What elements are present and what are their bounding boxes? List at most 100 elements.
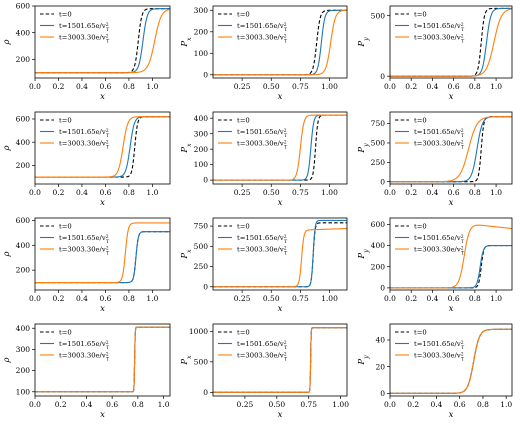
legend: t=0 t=1501.65e/v2 Tt=3003.30e/v2 T	[395, 223, 464, 257]
legend-label-3: t=3003.30e/v2 T	[237, 33, 287, 45]
y-tick-label: 400	[194, 114, 209, 123]
x-tick-label: 0.25	[234, 188, 251, 197]
x-tick-label: 0.50	[263, 188, 280, 197]
x-tick-label: 1.0	[500, 400, 512, 409]
legend: t=0 t=1501.65e/v2 Tt=3003.30e/v2 T	[395, 11, 464, 45]
x-tick-label: 1.00	[321, 294, 338, 303]
y-axis-label: Px	[180, 143, 193, 154]
legend-label-2: t=1501.65e/v2 T	[414, 234, 464, 246]
series-line-3	[390, 8, 512, 77]
y-tick-label: 500	[371, 139, 386, 148]
x-tick-label: 0.6	[448, 294, 460, 303]
series-line-1	[35, 8, 170, 74]
legend-label-2: t=1501.65e/v2 T	[237, 234, 287, 246]
x-tick-label: 0.0	[29, 188, 41, 197]
legend-label-3: t=3003.30e/v2 T	[414, 351, 464, 363]
x-tick-label: 0.0	[29, 294, 41, 303]
x-tick-label: 0.0	[384, 400, 396, 409]
y-tick-label: 20	[375, 362, 385, 371]
legend-label-3: t=3003.30e/v2 T	[237, 245, 287, 257]
legend: t=0 t=1501.65e/v2 Tt=3003.30e/v2 T	[395, 329, 464, 363]
y-axis-label: Py	[357, 37, 370, 48]
x-tick-label: 1.0	[146, 188, 158, 197]
legend-label-1: t=0	[414, 11, 427, 19]
legend-label-1: t=0	[414, 223, 427, 231]
series-line-3	[35, 116, 170, 178]
axes-frame	[212, 5, 348, 79]
x-tick-label: 0.2	[53, 294, 65, 303]
legend-label-3: t=3003.30e/v2 T	[59, 139, 109, 151]
subplot-3-1: 0.0 0.2 0.4 0.6 0.8 1.0 200 400 600 x ρ t=0 t=1501.6…	[2, 216, 171, 314]
y-axis-label: Px	[180, 355, 193, 366]
series-line-1	[213, 327, 347, 393]
x-tick-label: 0.50	[263, 294, 280, 303]
y-tick-label: 0	[380, 283, 385, 292]
legend-label-2: t=1501.65e/v2 T	[237, 128, 287, 140]
y-tick-label: 250	[371, 158, 386, 167]
y-axis-label: ρ	[2, 358, 12, 364]
series-line-1	[213, 114, 347, 181]
legend-label-3: t=3003.30e/v2 T	[414, 245, 464, 257]
y-tick-label: 300	[194, 6, 209, 15]
series-group	[35, 116, 170, 178]
y-tick-label: 100	[194, 160, 209, 169]
subplot-2-2: 0.25 0.50 0.75 1.00 0 100 200 300 400 x Px t=0 t=150…	[180, 111, 348, 208]
legend-label-3: t=3003.30e/v2 T	[59, 245, 109, 257]
x-tick-label: 0.8	[123, 294, 135, 303]
x-tick-label: 0.2	[53, 188, 65, 197]
x-tick-label: 0.2	[405, 82, 417, 91]
x-tick-label: 0.8	[469, 188, 481, 197]
y-tick-label: 600	[16, 115, 31, 124]
x-axis-label: x	[278, 410, 283, 420]
series-group	[213, 327, 347, 393]
x-tick-label: 0.8	[132, 400, 144, 409]
legend-label-2: t=1501.65e/v2 T	[414, 340, 464, 352]
x-tick-label: 0.25	[237, 400, 254, 409]
subplot-2-3: 0.0 0.2 0.4 0.6 0.8 1.0 0 250 500 750 x Py t=0 t=1501…	[357, 111, 513, 208]
axes-frame	[212, 217, 348, 291]
series-line-1	[390, 116, 512, 183]
subplot-1-2: 0.25 0.50 0.75 1.00 0 100 200 300 x Px t=0 t=1501.6…	[180, 5, 348, 102]
x-tick-label: 0.8	[123, 188, 135, 197]
legend-label-1: t=0	[59, 117, 72, 125]
series-group	[213, 219, 347, 288]
x-tick-label: 0.4	[426, 82, 438, 91]
y-tick-label: 400	[16, 241, 31, 250]
x-axis-label: x	[100, 304, 105, 314]
y-tick-label: 300	[16, 345, 31, 354]
axes-frame	[34, 5, 171, 79]
subplot-1-3: 0.0 0.2 0.4 0.6 0.8 1.0 0 500 x Py t=0 t=1501.65e/v…	[357, 5, 513, 102]
x-tick-label: 0.6	[106, 400, 118, 409]
subplot-4-1: 0.0 0.2 0.4 0.6 0.8 1.0 100 200 300 400 x ρ t=0 t=150…	[2, 323, 171, 420]
x-tick-label: 0.2	[405, 188, 417, 197]
y-tick-label: 600	[16, 216, 31, 225]
x-tick-label: 1.00	[332, 400, 349, 409]
legend-label-3: t=3003.30e/v2 T	[237, 351, 287, 363]
x-tick-label: 0.4	[76, 188, 88, 197]
y-tick-label: 1000	[189, 327, 208, 336]
y-tick-label: 750	[194, 222, 209, 231]
subplot-4-3: 0.0 0.2 0.4 0.6 0.8 1.0 0 20 40 x Py t=0 t=1501.65e/…	[357, 323, 513, 420]
legend-label-3: t=3003.30e/v2 T	[414, 139, 464, 151]
y-tick-label: 200	[194, 27, 209, 36]
x-tick-label: 0.50	[263, 82, 280, 91]
y-tick-label: 400	[371, 241, 386, 250]
legend-label-3: t=3003.30e/v2 T	[59, 33, 109, 45]
series-line-2	[213, 327, 347, 393]
series-line-3	[35, 8, 170, 74]
legend: t=0 t=1501.65e/v2 Tt=3003.30e/v2 T	[40, 117, 109, 151]
legend: t=0 t=1501.65e/v2 Tt=3003.30e/v2 T	[395, 117, 464, 151]
legend-label-1: t=0	[59, 223, 72, 231]
y-tick-label: 400	[16, 324, 31, 333]
subplot-3-2: 0.25 0.50 0.75 1.00 0 250 500 750 x Px t=0 t=1501.6…	[180, 217, 348, 314]
x-tick-label: 0.4	[76, 294, 88, 303]
legend-label-3: t=3003.30e/v2 T	[59, 351, 109, 363]
subplot-2-1: 0.0 0.2 0.4 0.6 0.8 1.0 200 400 600 x ρ t=0 t=1501.6…	[2, 111, 171, 208]
y-tick-label: 0	[380, 177, 385, 186]
axes-frame	[34, 217, 171, 291]
legend: t=0 t=1501.65e/v2 Tt=3003.30e/v2 T	[40, 329, 109, 363]
x-tick-label: 1.0	[490, 188, 502, 197]
x-tick-label: 1.00	[321, 188, 338, 197]
x-tick-label: 0.6	[99, 82, 111, 91]
x-tick-label: 1.00	[321, 82, 338, 91]
